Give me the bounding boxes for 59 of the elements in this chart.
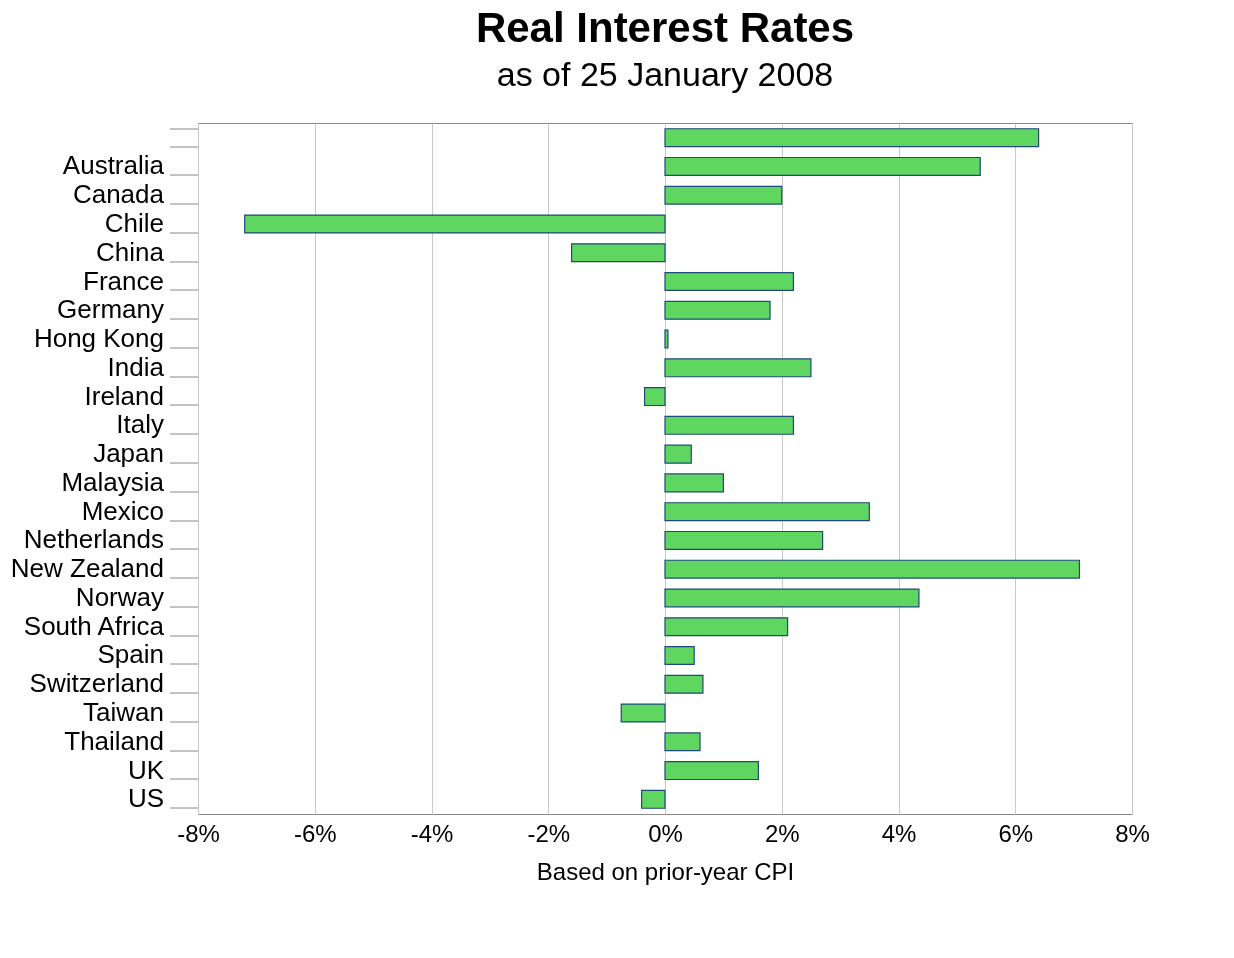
y-tick-label: Canada (72, 179, 165, 210)
bar (664, 473, 724, 493)
y-tick-label: Netherlands (23, 524, 164, 555)
bar (664, 156, 981, 176)
y-tick-label: Thailand (64, 725, 164, 756)
y-tick-label: France (83, 265, 164, 296)
x-axis-title: Based on prior-year CPI (536, 857, 795, 885)
bar (664, 761, 759, 781)
bar (664, 502, 870, 522)
x-tick-label: -8% (177, 819, 220, 847)
x-tick-label: -6% (293, 819, 337, 847)
bar (664, 645, 695, 666)
y-tick-label: Hong Kong (33, 323, 164, 354)
bar (571, 243, 666, 263)
bar (664, 185, 783, 205)
y-tick-label: US (127, 783, 164, 814)
y-tick-label: Switzerland (29, 668, 164, 699)
y-tick-label: Spain (97, 639, 164, 670)
x-tick-label: 0% (648, 819, 683, 847)
bar (664, 329, 669, 349)
chart-subtitle: as of 25 January 2008 (496, 55, 834, 93)
y-tick-label: Malaysia (61, 466, 165, 497)
bar (620, 703, 666, 723)
y-tick-label: Norway (75, 581, 164, 612)
bar (643, 387, 666, 407)
x-tick-label: 4% (881, 819, 917, 847)
y-tick-label: South Africa (23, 610, 165, 641)
y-tick-label: Ireland (84, 380, 164, 411)
bar (664, 358, 812, 378)
y-tick-label: Mexico (81, 495, 164, 526)
x-tick-label: 2% (764, 819, 800, 847)
x-tick-label: 8% (1115, 819, 1150, 847)
bar (664, 674, 704, 694)
y-tick-label: China (96, 236, 165, 267)
bar (664, 128, 1040, 148)
bar (664, 530, 824, 550)
bar (664, 559, 1081, 579)
y-tick-label: Chile (104, 207, 164, 238)
y-tick-label: India (107, 351, 165, 382)
bar (664, 444, 692, 464)
bar (641, 789, 666, 809)
y-tick-label: Germany (57, 294, 164, 325)
x-tick-label: 6% (998, 819, 1034, 847)
bar (244, 214, 666, 234)
bar (664, 415, 795, 435)
x-tick-label: -2% (527, 819, 571, 847)
bar (664, 271, 795, 292)
x-tick-label: -4% (410, 819, 454, 847)
chart-title: Real Interest Rates (475, 4, 855, 51)
y-tick-label: Australia (62, 150, 165, 181)
y-tick-label: New Zealand (10, 553, 164, 584)
y-tick-label: Japan (93, 438, 164, 469)
y-tick-label: Italy (116, 409, 164, 440)
bar (664, 732, 701, 752)
bar (664, 588, 920, 608)
y-tick-label: Taiwan (83, 697, 164, 728)
bar (664, 300, 771, 320)
y-tick-label: UK (127, 754, 165, 785)
bar (664, 617, 789, 637)
